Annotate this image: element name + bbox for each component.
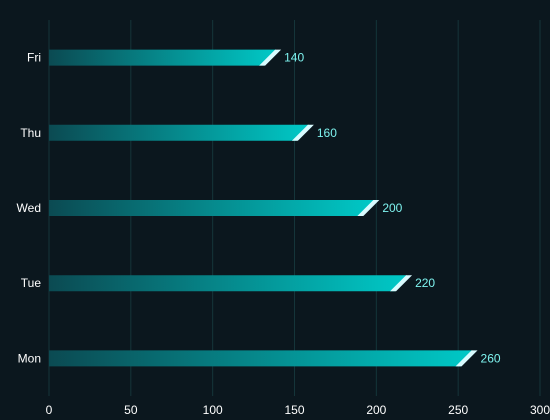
bar xyxy=(49,350,473,367)
y-category-label: Wed xyxy=(17,201,41,215)
y-category-label: Mon xyxy=(18,351,41,365)
bar-value-label: 220 xyxy=(415,276,435,290)
y-category-label: Tue xyxy=(21,276,42,290)
label-layer: 0 50 100 150 200 250 300 Mon 260 Tue 220 Wed 200 Thu 1… xyxy=(17,51,550,417)
bar-cap xyxy=(259,49,282,66)
bar-value-label: 200 xyxy=(382,201,402,215)
bar xyxy=(49,200,375,216)
bar xyxy=(49,49,277,66)
x-tick-label: 150 xyxy=(284,403,304,417)
x-tick-label: 200 xyxy=(366,403,386,417)
bar-cap xyxy=(291,124,314,141)
bar xyxy=(49,275,408,292)
bar-value-label: 160 xyxy=(317,126,337,140)
bar-cap xyxy=(455,350,478,367)
bar-cap xyxy=(390,275,413,292)
bar-group-tue xyxy=(49,275,413,292)
x-tick-label: 300 xyxy=(530,403,550,417)
bar-cap xyxy=(357,200,380,216)
x-tick-label: 100 xyxy=(203,403,223,417)
bar-value-label: 260 xyxy=(481,351,501,365)
x-tick-label: 0 xyxy=(46,403,53,417)
bar-layer xyxy=(49,49,478,367)
bar-value-label: 140 xyxy=(284,51,304,65)
bar-group-mon xyxy=(49,350,478,367)
x-tick-label: 250 xyxy=(448,403,468,417)
bar-group-thu xyxy=(49,124,314,141)
bar-group-wed xyxy=(49,200,380,216)
y-category-label: Thu xyxy=(20,126,41,140)
y-category-label: Fri xyxy=(27,51,41,65)
x-tick-label: 50 xyxy=(124,403,138,417)
bar-group-fri xyxy=(49,49,282,66)
bar xyxy=(49,124,309,141)
